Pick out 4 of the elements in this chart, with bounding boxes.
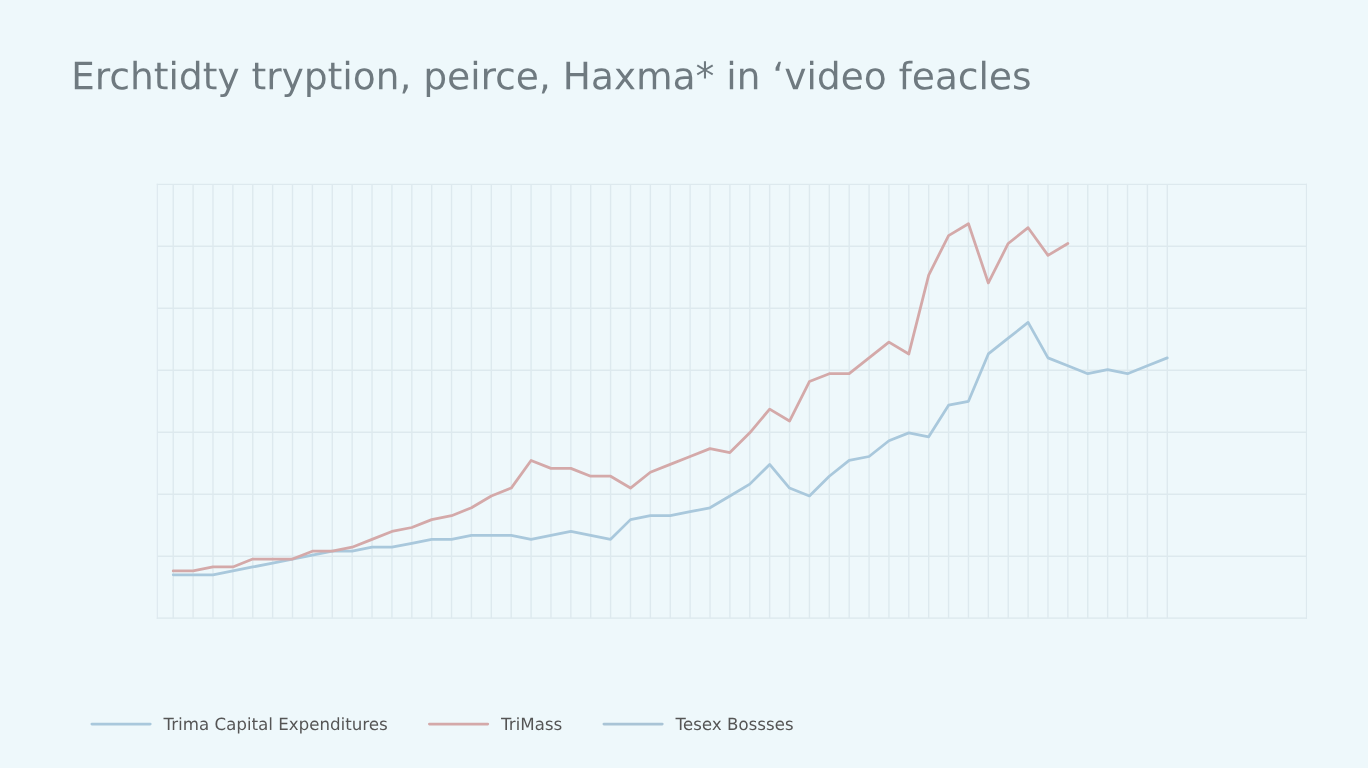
legend-label: Trima Capital Expenditures — [163, 717, 387, 734]
chart-title: Erchtidty tryption, peirce, Haxma* in ‘video feacles — [74, 60, 1030, 97]
legend-label: Tesex Bossses — [675, 717, 793, 731]
legend-label: TriMass — [501, 717, 562, 731]
